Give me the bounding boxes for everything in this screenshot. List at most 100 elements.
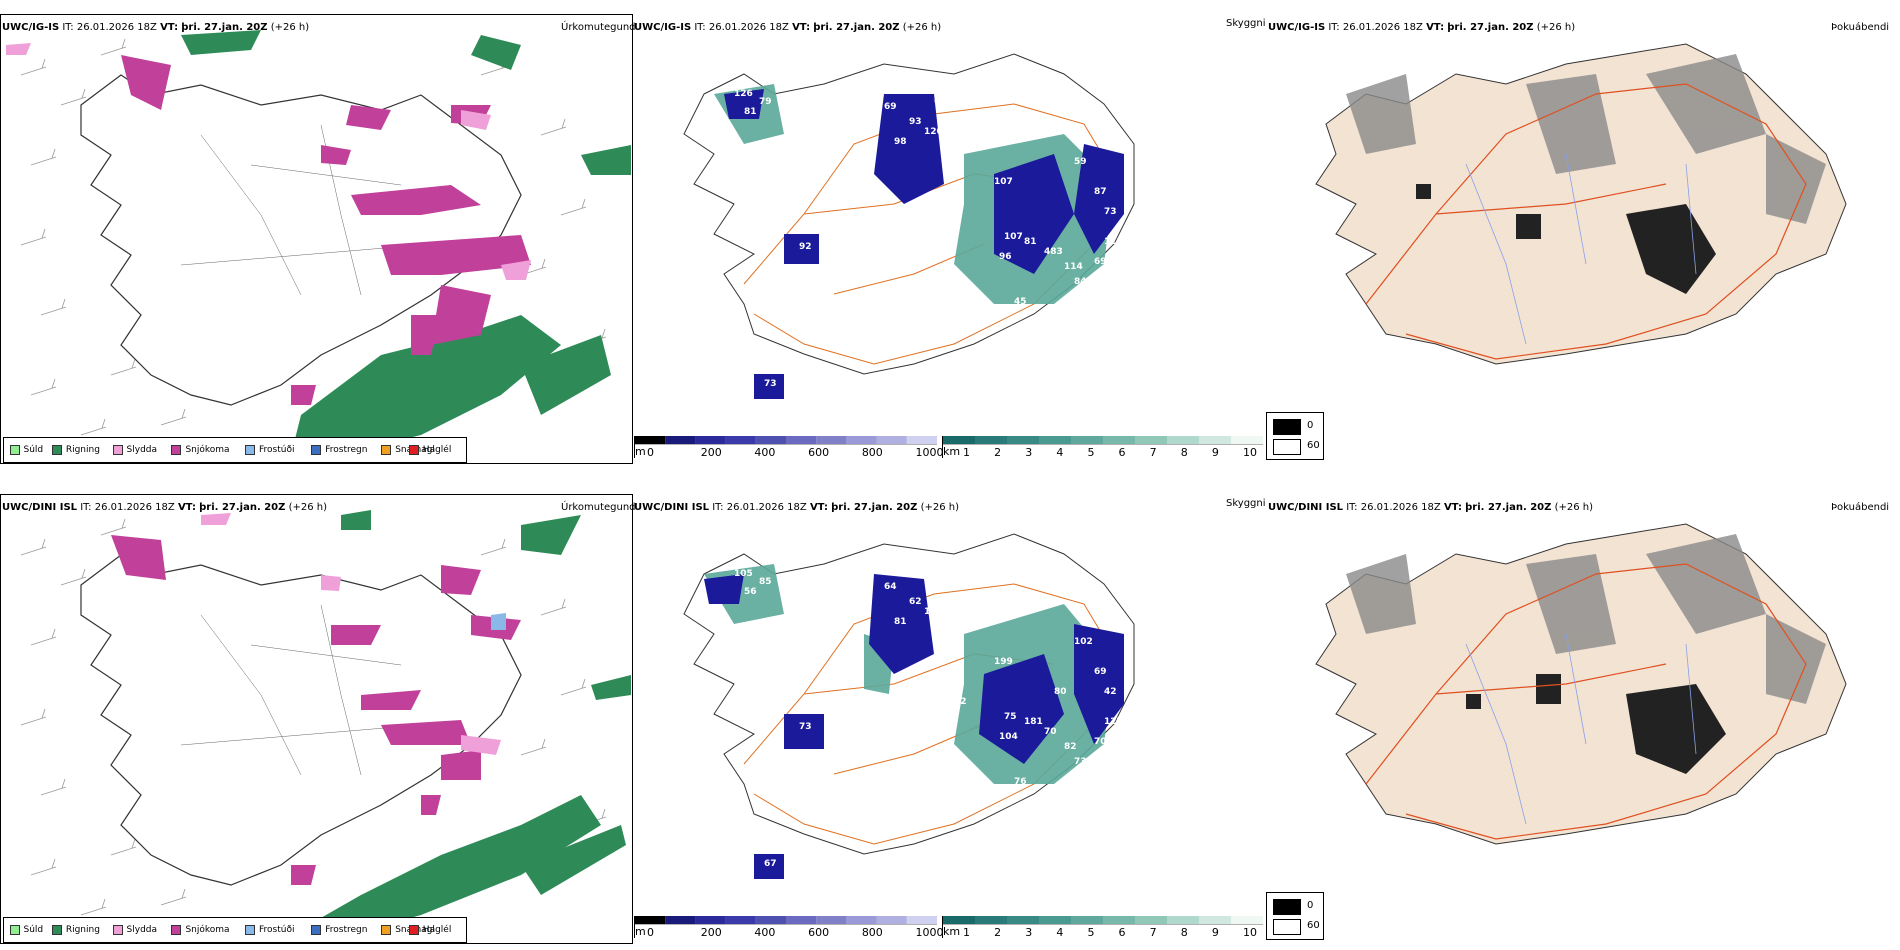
cbar-km-tick: 9	[1211, 926, 1219, 939]
cbar-km-tick: 7	[1149, 926, 1157, 939]
vis-value-label: 87	[1094, 187, 1107, 197]
vis-value-label: 114	[1064, 262, 1083, 272]
vis-value-label: 85	[759, 577, 772, 587]
vis-value-label: 56	[744, 587, 757, 597]
cbar-km-segment	[1007, 916, 1039, 924]
cbar-m-tick: 0	[647, 446, 654, 459]
title-vis-1: Skyggni	[1226, 18, 1266, 29]
legend-swatch	[408, 924, 419, 935]
cbar-m-tick: 600	[808, 446, 830, 459]
vis-value-label: 146	[964, 87, 983, 97]
cbar-m-segment	[725, 916, 756, 924]
cbar-m-tick: 1000	[915, 926, 944, 939]
iceland-outline	[80, 554, 522, 886]
colorbar-m-1: m 0 200 400 600 800 1000	[634, 436, 944, 459]
legend-item-súld: Súld	[9, 444, 43, 456]
cbar-km-tick: 1	[963, 926, 970, 939]
cbar-m-segment	[786, 916, 817, 924]
cbar-km-segment	[943, 916, 975, 924]
fog-gray	[1346, 54, 1826, 224]
rain-areas	[181, 30, 631, 455]
legend-swatch	[408, 444, 419, 455]
vis-value-label: 42	[1104, 687, 1117, 697]
header-fog-1: UWC/IG-IS IT: 26.01.2026 18Z VT: þri. 27…	[1268, 22, 1576, 33]
vis-value-label: 67	[764, 859, 777, 869]
legend-label: Haglél	[422, 925, 452, 935]
cbar-m-segment	[755, 436, 786, 444]
cbar-km-tick: 3	[1025, 926, 1033, 939]
vis-value-label: 107	[1004, 232, 1023, 242]
colorbar-km-1: km 1 2 3 4 5 6 7 8 9 10	[942, 436, 1263, 459]
legend-item-frostregn: Frostregn	[311, 444, 367, 456]
vis-value-label: 104	[999, 732, 1018, 742]
legend-swatch	[245, 924, 256, 935]
vis-value-label: 102	[1074, 637, 1093, 647]
cbar-km-segment	[943, 436, 975, 444]
vis-value-label: 52	[954, 697, 967, 707]
legend-label: Frostúði	[259, 925, 295, 935]
cbar-km-tick: 5	[1087, 926, 1095, 939]
precip-map-1	[6, 30, 631, 455]
vis-value-label: 69	[884, 102, 897, 112]
legend-item-frostregn: Frostregn	[311, 924, 367, 936]
cbar-km-tick: 2	[994, 446, 1002, 459]
fog-dark	[1466, 674, 1726, 774]
vis-value-label: 59	[1074, 157, 1087, 167]
cbar-km-segment	[1135, 436, 1167, 444]
fog-legend-white	[1273, 439, 1301, 455]
legend-swatch	[51, 924, 62, 935]
cbar-m-segment	[876, 916, 907, 924]
legend-label: Rigning	[65, 925, 100, 935]
cbar-m-segment	[876, 436, 907, 444]
vis-value-label: 70	[1094, 737, 1107, 747]
vis-value-label: 93	[909, 117, 922, 127]
cbar-m-segment	[816, 436, 847, 444]
cbar-m-tick: 400	[754, 926, 776, 939]
vis-value-label: 126	[734, 89, 753, 99]
fog-map-1	[1315, 43, 1847, 365]
legend-item-snjókoma: Snjókoma	[171, 924, 230, 936]
legend-swatch	[245, 444, 256, 455]
cbar-km-segment	[1039, 916, 1071, 924]
vis-value-label: 92	[799, 242, 812, 252]
fog-legend-top: 0	[1307, 900, 1314, 911]
cbar-m-unit: m	[635, 925, 646, 938]
precip-panel-1: Súld Rigning Slydda Snjókoma Frostúði Frostre…	[0, 14, 633, 464]
cbar-km-tick: 6	[1118, 926, 1126, 939]
legend-label: Rigning	[65, 445, 100, 455]
vis-value-label: 73	[1074, 757, 1087, 767]
vis-dark	[704, 574, 1124, 879]
header-vis-2: UWC/DINI ISL IT: 26.01.2026 18Z VT: þri.…	[634, 502, 960, 513]
cbar-km-tick: 9	[1211, 446, 1219, 459]
vis-value-label: 73	[799, 722, 812, 732]
legend-swatch	[171, 444, 182, 455]
cbar-m-tick: 800	[861, 446, 883, 459]
vis-value-label: 75	[1004, 712, 1017, 722]
cbar-m-segment	[665, 916, 696, 924]
legend-item-frostúði: Frostúði	[245, 924, 295, 936]
legend-swatch	[311, 924, 322, 935]
header-precip-1: UWC/IG-IS IT: 26.01.2026 18Z VT: þri. 27…	[2, 22, 310, 33]
cbar-m-svg	[635, 916, 937, 925]
cbar-m-tick: 1000	[915, 446, 944, 459]
fog-gray	[1346, 534, 1826, 704]
title-precip-2: Úrkomutegund	[561, 502, 636, 513]
cbar-m-tick: 200	[700, 926, 722, 939]
cbar-km-segment	[975, 436, 1007, 444]
legend-item-slydda: Slydda	[112, 924, 157, 936]
fog-legend-white	[1273, 919, 1301, 935]
visibility-panel-1: 126 79 81 69 93 98 120 64 146 285 107 59 87 73 118 92 10…	[634, 14, 1266, 464]
legend-label: Frostregn	[325, 925, 368, 935]
cbar-m-segment	[695, 916, 726, 924]
legend-label: Haglél	[422, 445, 452, 455]
vis-value-label: 65	[1084, 767, 1097, 777]
vis-value-label: 199	[994, 657, 1013, 667]
vis-value-label: 101	[924, 607, 943, 617]
cbar-m-segment	[906, 436, 937, 444]
vis-value-label: 96	[999, 252, 1012, 262]
cbar-km-segment	[1231, 436, 1263, 444]
cbar-km-tick: 4	[1056, 926, 1064, 939]
vis-value-label: 76	[1014, 777, 1027, 787]
title-vis-2: Skyggni	[1226, 498, 1266, 509]
